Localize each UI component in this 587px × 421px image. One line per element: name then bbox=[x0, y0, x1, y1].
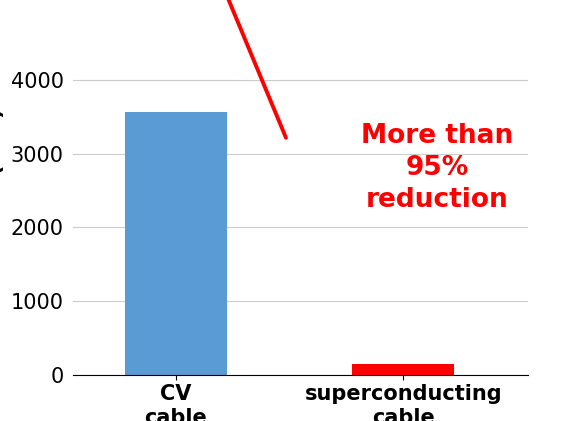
Bar bbox=[352, 364, 454, 375]
Bar bbox=[124, 112, 227, 375]
Text: More than
95%
reduction: More than 95% reduction bbox=[361, 123, 514, 213]
Y-axis label: Power loss (MW): Power loss (MW) bbox=[0, 107, 5, 318]
